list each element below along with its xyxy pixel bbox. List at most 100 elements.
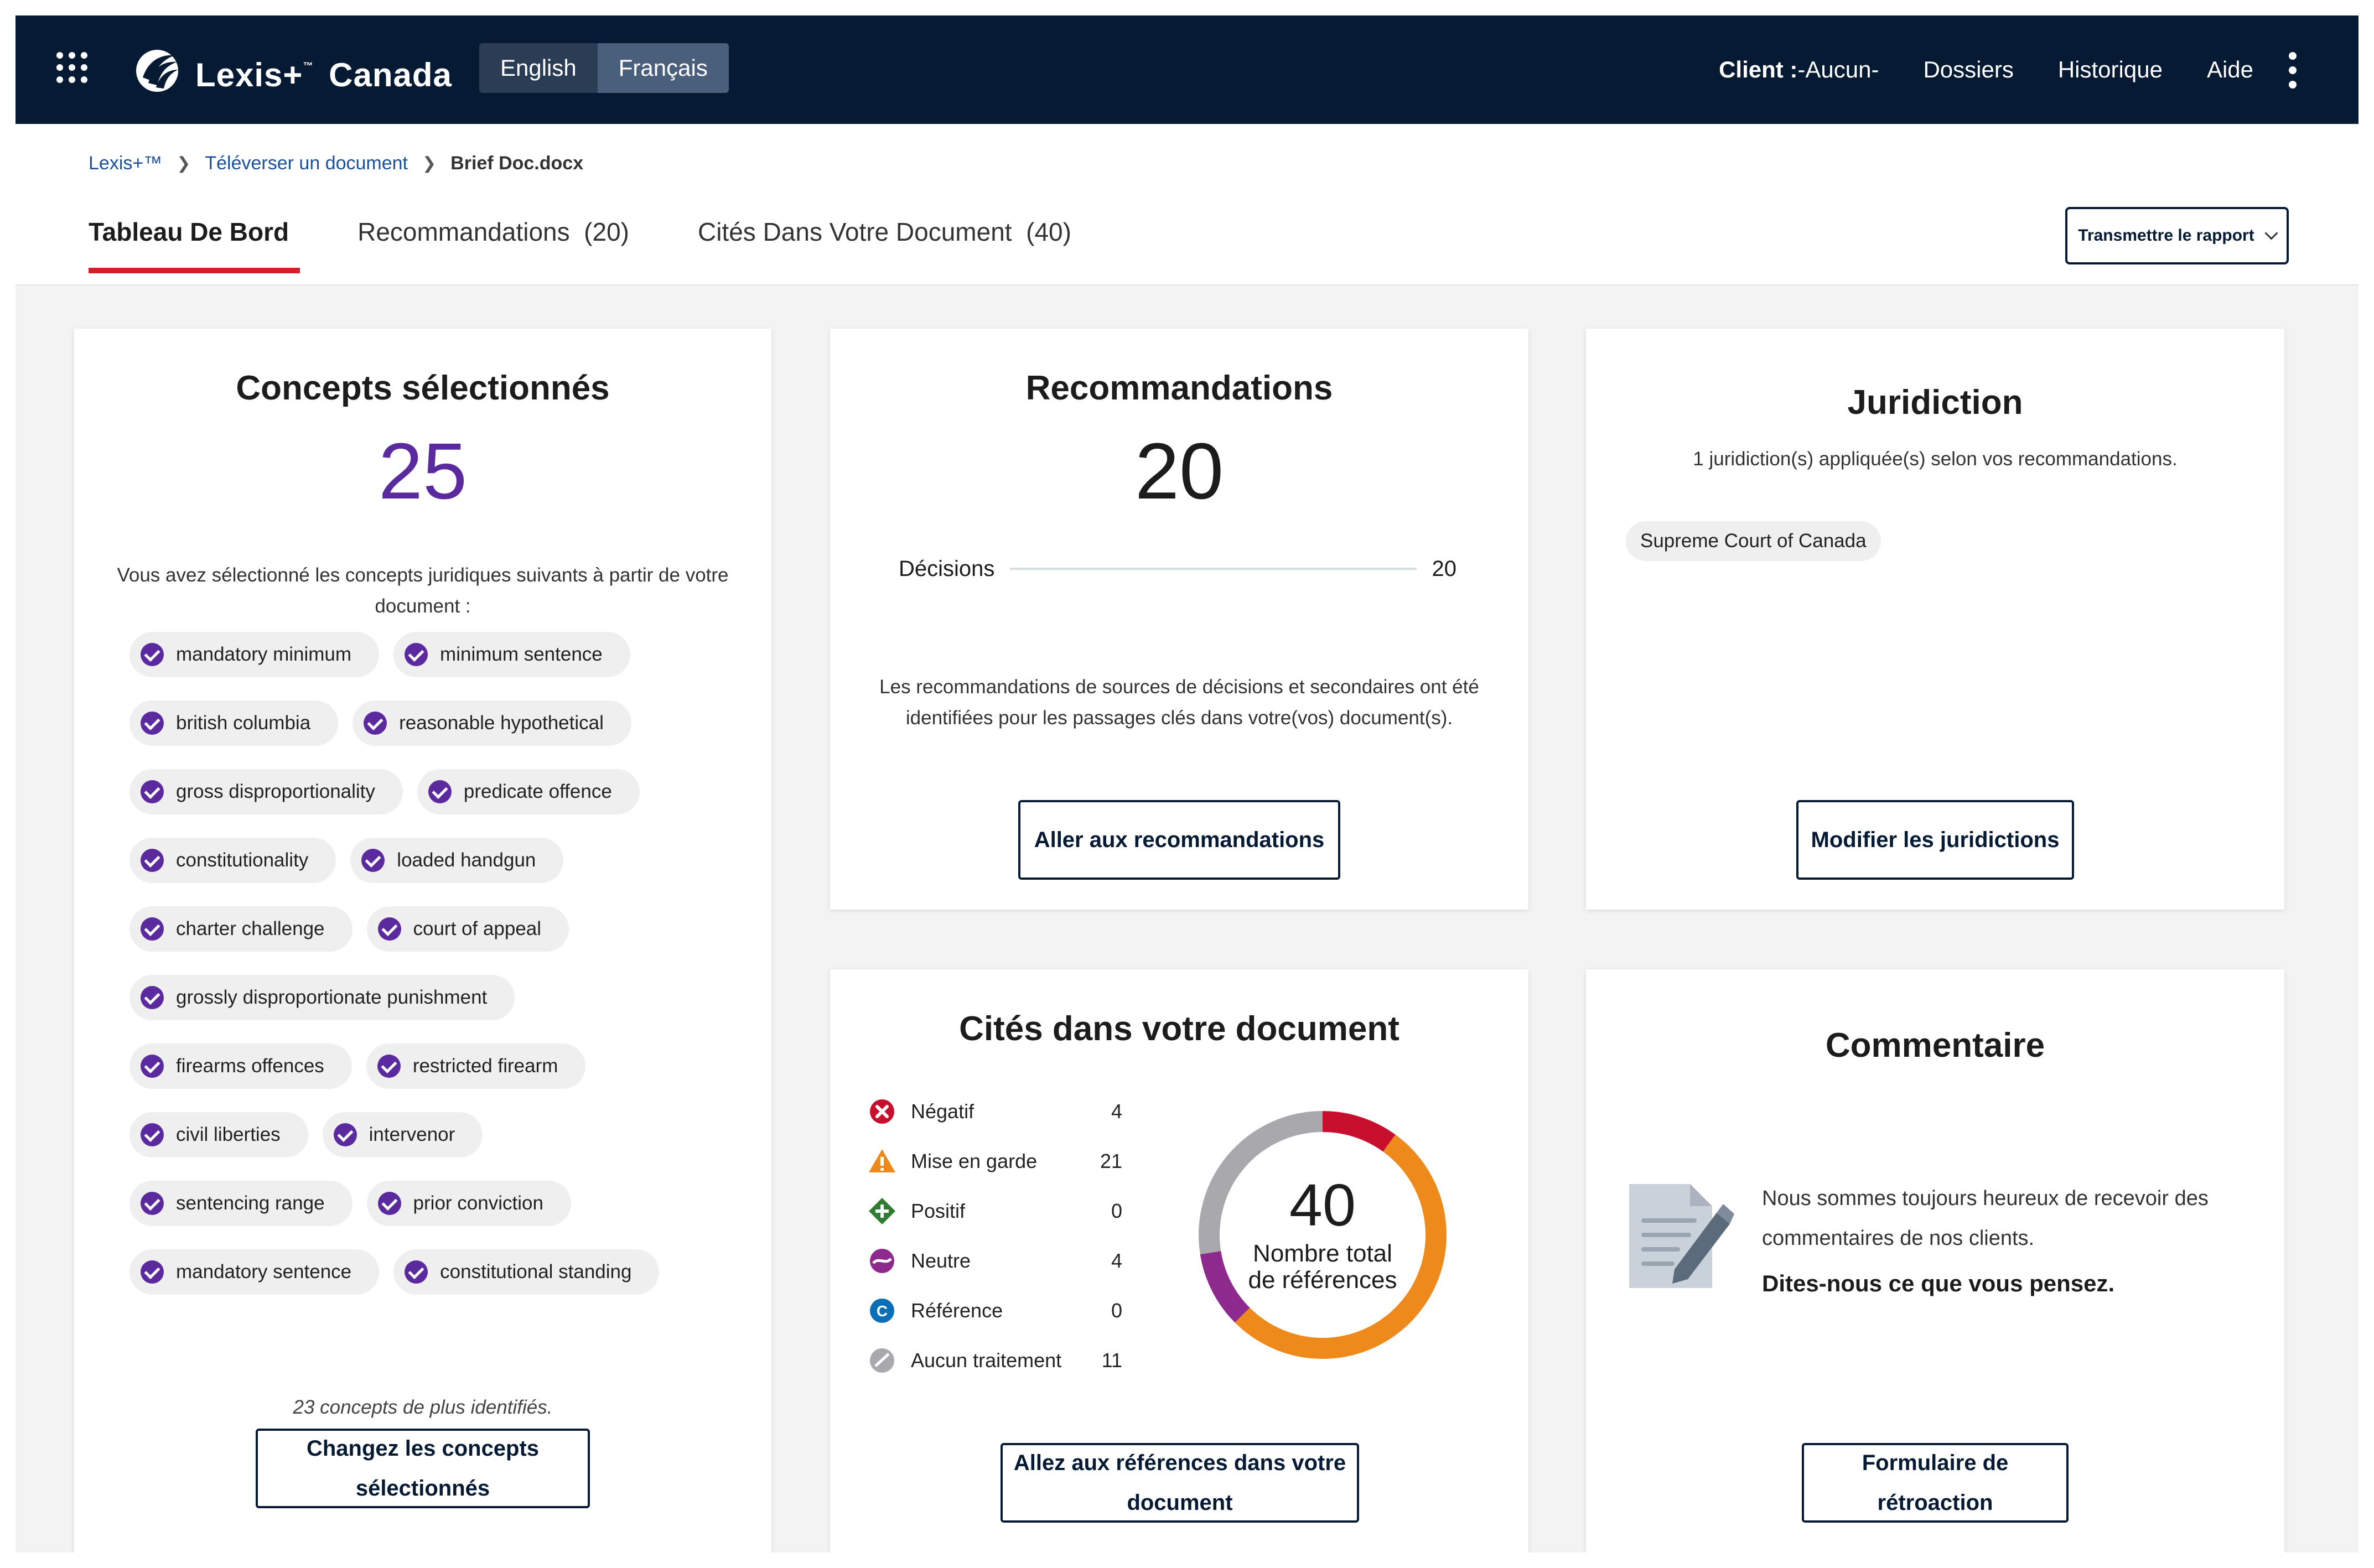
send-report-label: Transmettre le rapport (2078, 226, 2254, 245)
check-circle-icon (141, 1260, 164, 1284)
citations-donut-chart (1199, 1111, 1447, 1359)
concept-label: intervenor (369, 1124, 455, 1145)
concept-label: sentencing range (176, 1192, 325, 1214)
concept-chip[interactable]: civil liberties (129, 1112, 308, 1157)
go-to-references-line2: document (1127, 1491, 1233, 1515)
check-circle-icon (361, 849, 385, 872)
legend-label: Positif (911, 1200, 966, 1222)
legend-value: 0 (1111, 1200, 1122, 1222)
concept-chip[interactable]: loaded handgun (350, 838, 564, 883)
concept-label: firearms offences (176, 1055, 324, 1077)
concepts-description: Vous avez sélectionné les concepts jurid… (96, 560, 749, 622)
concept-chip[interactable]: firearms offences (129, 1043, 352, 1089)
client-value: -Aucun- (1797, 56, 1879, 82)
concept-label: reasonable hypothetical (399, 712, 604, 734)
check-circle-icon (377, 917, 401, 941)
concept-row: sentencing range prior conviction (129, 1181, 760, 1226)
check-circle-icon (141, 1192, 164, 1215)
recommandations-desc-line1: Les recommandations de sources de décisi… (879, 676, 1479, 698)
check-circle-icon (141, 1055, 164, 1078)
concept-chip[interactable]: gross disproportionality (129, 769, 403, 814)
concept-row: mandatory minimum minimum sentence (129, 632, 760, 677)
nav-historique[interactable]: Historique (2057, 56, 2163, 82)
page-header: Lexis+™ ❯ Téléverser un document ❯ Brief… (15, 124, 2359, 285)
tab-recommandations[interactable]: Recommandations (20) (357, 217, 629, 246)
nav-dossiers[interactable]: Dossiers (1923, 56, 2014, 82)
feedback-document-icon (1629, 1184, 1734, 1288)
brand-name[interactable]: Lexis+™ Canada (195, 59, 452, 92)
caution-icon (868, 1147, 896, 1176)
concept-chip[interactable]: minimum sentence (393, 632, 630, 677)
legend-value: 11 (1101, 1349, 1122, 1372)
legend-item: Neutre 4 (868, 1236, 1122, 1286)
commentaire-line1: Nous sommes toujours heureux de recevoir… (1762, 1187, 2209, 1210)
change-concepts-button[interactable]: Changez les concepts sélectionnés (256, 1429, 590, 1508)
concept-row: civil liberties intervenor (129, 1112, 760, 1157)
concept-label: gross disproportionality (176, 781, 375, 802)
check-circle-icon (141, 1123, 164, 1146)
legend-item: C Référence 0 (868, 1286, 1122, 1336)
apps-grid-icon[interactable] (56, 52, 87, 83)
concept-label: civil liberties (176, 1124, 281, 1145)
client-selector[interactable]: Client :-Aucun- (1719, 56, 1879, 83)
concept-chip[interactable]: prior conviction (366, 1181, 571, 1226)
breadcrumb-upload[interactable]: Téléverser un document (205, 153, 408, 174)
feedback-form-button[interactable]: Formulaire de rétroaction (1802, 1443, 2069, 1523)
concept-chip[interactable]: mandatory minimum (129, 632, 380, 677)
concept-chip[interactable]: reasonable hypothetical (353, 700, 631, 746)
check-circle-icon (141, 643, 164, 666)
negative-icon (868, 1097, 896, 1126)
concept-chip[interactable]: charter challenge (129, 906, 353, 952)
concept-label: restricted firearm (412, 1055, 558, 1077)
concept-chip[interactable]: british columbia (129, 700, 339, 746)
concept-label: prior conviction (413, 1192, 543, 1214)
concept-chip[interactable]: grossly disproportionate punishment (129, 975, 515, 1020)
concept-chip[interactable]: mandatory sentence (129, 1249, 380, 1295)
modify-jurisdictions-button[interactable]: Modifier les juridictions (1796, 800, 2074, 880)
juridiction-title: Juridiction (1847, 383, 2023, 422)
send-report-button[interactable]: Transmettre le rapport (2065, 207, 2289, 264)
concept-chip[interactable]: restricted firearm (366, 1043, 586, 1089)
concept-chip[interactable]: constitutional standing (393, 1249, 660, 1295)
concept-row: charter challenge court of appeal (129, 906, 760, 952)
legend-label: Négatif (911, 1100, 975, 1123)
breadcrumb-chevron-icon: ❯ (177, 154, 191, 173)
juridiction-description: 1 juridiction(s) appliquée(s) selon vos … (1693, 448, 2178, 470)
tab-cites[interactable]: Cités Dans Votre Document (40) (697, 217, 1071, 246)
legend-value: 4 (1111, 1100, 1122, 1123)
breadcrumb-current: Brief Doc.docx (450, 153, 584, 174)
concept-chip[interactable]: court of appeal (366, 906, 569, 952)
no-treatment-icon (868, 1346, 896, 1375)
nav-aide[interactable]: Aide (2206, 56, 2253, 82)
check-circle-icon (141, 780, 164, 803)
check-circle-icon (428, 780, 452, 803)
breadcrumb-chevron-icon: ❯ (422, 154, 437, 173)
tab-tableau-de-bord[interactable]: Tableau De Bord (89, 217, 300, 273)
concept-chip[interactable]: sentencing range (129, 1181, 353, 1226)
check-circle-icon (405, 643, 428, 666)
go-to-recommendations-button[interactable]: Aller aux recommandations (1018, 800, 1340, 880)
lang-english-button[interactable]: English (479, 43, 598, 93)
commentaire-card: Commentaire Nous sommes toujours heureux… (1586, 969, 2284, 1553)
top-bar: Lexis+™ Canada English Français Client :… (15, 15, 2359, 124)
concept-chip[interactable]: predicate offence (417, 769, 640, 814)
breadcrumb-lexis[interactable]: Lexis+™ (89, 153, 163, 174)
top-nav: Client :-Aucun- Dossiers Historique Aide (1675, 15, 2292, 124)
concept-chip[interactable]: constitutionality (129, 838, 336, 883)
concept-chip[interactable]: intervenor (322, 1112, 483, 1157)
commentaire-line2: commentaires de nos clients. (1762, 1227, 2035, 1250)
concept-row: firearms offences restricted firearm (129, 1043, 760, 1089)
recommandations-card: Recommandations 20 Décisions 20 Les reco… (830, 329, 1528, 910)
go-to-references-button[interactable]: Allez aux références dans votre document (1001, 1443, 1359, 1523)
total-references-label-1: Nombre total (1253, 1240, 1392, 1267)
change-concepts-line1: Changez les concepts (306, 1436, 540, 1461)
recommandations-description: Les recommandations de sources de décisi… (852, 672, 1506, 734)
concepts-more-note: 23 concepts de plus identifiés. (293, 1396, 553, 1418)
decisions-row: Décisions 20 (899, 552, 1456, 585)
check-circle-icon (377, 1192, 401, 1215)
donut-segment-negative (1322, 1111, 1396, 1152)
donut-segment-neutral (1200, 1250, 1250, 1323)
lang-french-button[interactable]: Français (597, 43, 729, 93)
more-options-kebab-icon[interactable] (2289, 52, 2297, 89)
positive-icon (868, 1197, 896, 1226)
